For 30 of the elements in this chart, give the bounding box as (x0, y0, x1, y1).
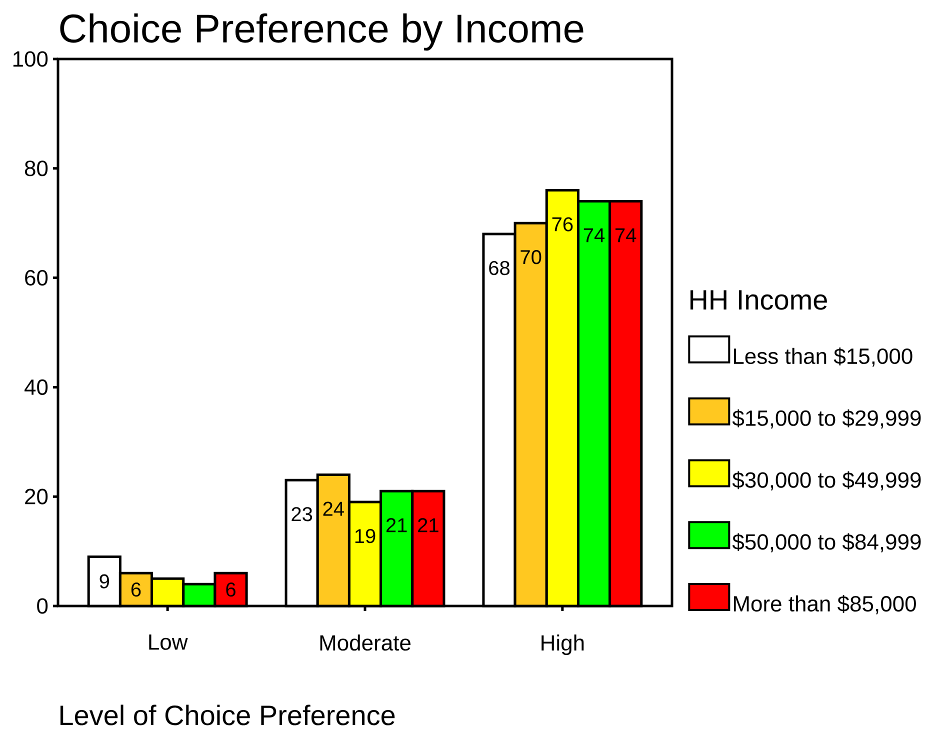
data-label: 24 (323, 502, 344, 516)
data-label: 19 (355, 528, 376, 544)
x-tick-label: Moderate (320, 634, 410, 651)
data-label: 23 (292, 507, 312, 522)
y-tick-label: 80 (24, 160, 48, 176)
x-axis-title: Level of Choice Preference (60, 704, 395, 726)
data-label: 70 (520, 250, 542, 264)
data-label: 21 (386, 518, 407, 532)
data-label: 6 (131, 582, 141, 597)
y-tick-label: 20 (25, 488, 48, 504)
x-tick-label: High (542, 634, 584, 656)
data-label: 74 (584, 228, 605, 242)
y-tick-label: 0 (37, 598, 48, 614)
data-label: 74 (616, 228, 636, 242)
data-label: 21 (418, 518, 438, 532)
y-tick-label: 60 (25, 270, 48, 286)
legend-title: HH Income (690, 290, 827, 310)
x-tick-label: Low (149, 634, 188, 650)
data-label: 9 (100, 574, 110, 588)
y-tick-label: 40 (24, 379, 48, 395)
legend-label: $15,000 to $29,999 (732, 409, 921, 429)
legend-label: $50,000 to $84,999 (732, 533, 921, 552)
y-tick-label: 100 (13, 51, 48, 67)
legend-label: Less than $15,000 (734, 348, 912, 367)
data-label: 6 (226, 582, 236, 597)
legend-label: More than $85,000 (734, 595, 916, 614)
chart-title: Choice Preference by Income (60, 13, 584, 51)
legend-label: $30,000 to $49,999 (732, 471, 921, 490)
data-label: 76 (552, 217, 573, 232)
data-label: 68 (489, 260, 510, 276)
